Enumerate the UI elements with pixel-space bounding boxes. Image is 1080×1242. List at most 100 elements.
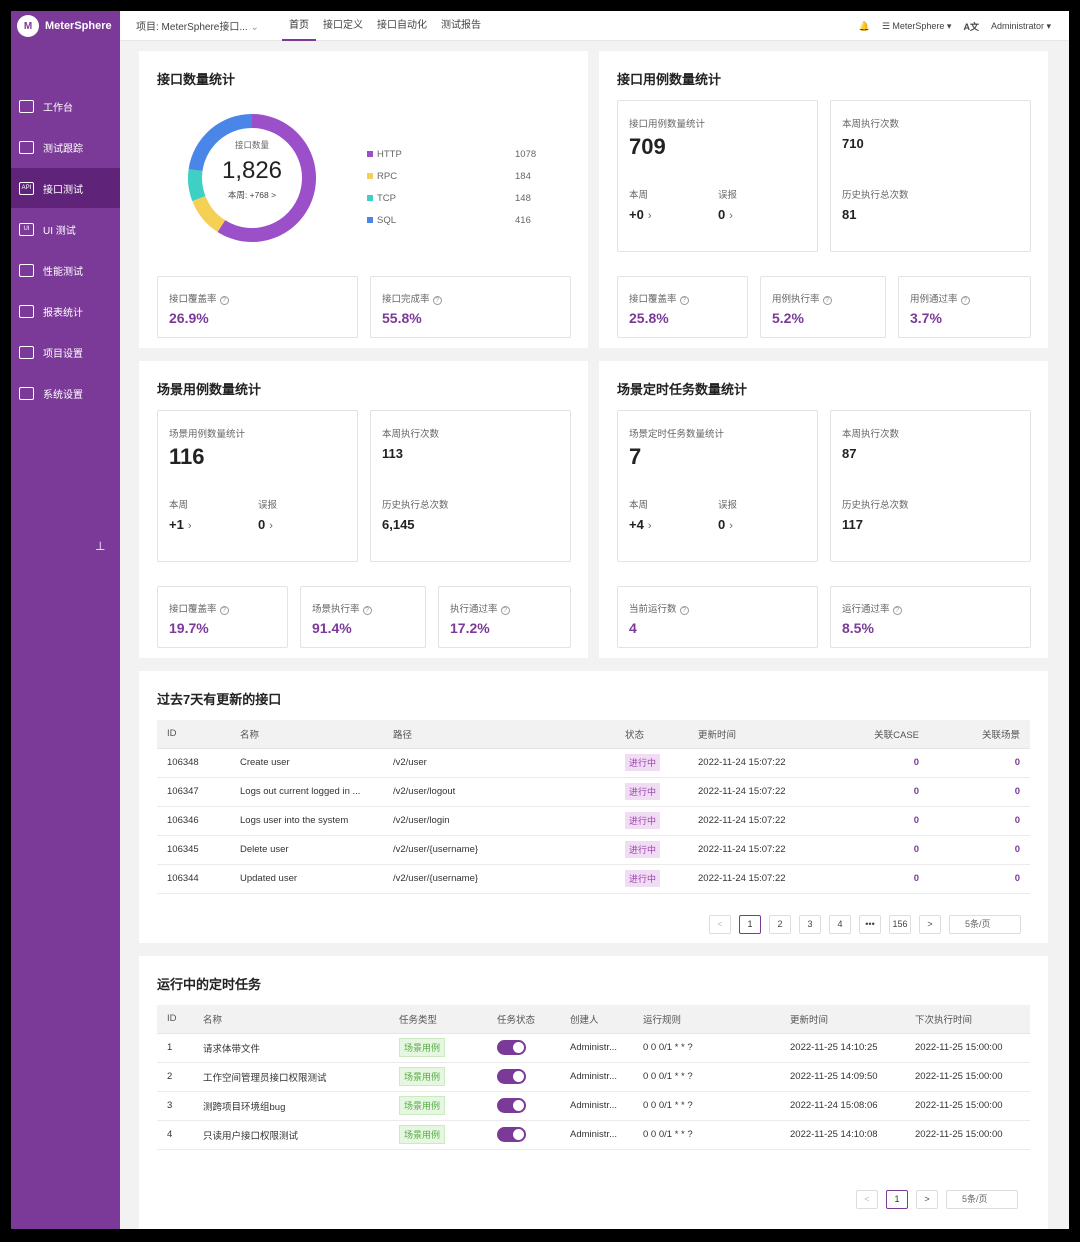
chevron-down-icon: ⌄	[250, 22, 259, 33]
help-icon[interactable]: ?	[500, 606, 510, 615]
sidebar-item-5[interactable]: 性能测试	[11, 250, 120, 290]
table-row[interactable]: 4 只读用户接口权限测试 场景用例 Administr... 0 0 0/1 * * ?…	[157, 1120, 1030, 1150]
tab-3[interactable]: 接口自动化	[377, 19, 427, 31]
donut-week-link[interactable]: 本周: +768 >	[227, 190, 277, 200]
help-icon[interactable]: ?	[960, 296, 970, 305]
count-link[interactable]: 0	[913, 815, 919, 826]
help-icon[interactable]: ?	[362, 606, 372, 615]
coverage-label: 接口覆盖率	[169, 604, 217, 615]
table-cell: 0	[929, 806, 1030, 836]
case-exec-rate-box: 用例执行率? 5.2%	[760, 276, 886, 338]
table-row[interactable]: 3 测跨项目环境组bug 场景用例 Administr... 0 0 0/1 * * ?…	[157, 1091, 1030, 1121]
bug-link[interactable]: 0 ›	[718, 207, 733, 222]
updated-apis-table: ID 名称 路径 状态 更新时间 关联CASE 关联场景 106348 Create user /…	[157, 720, 1030, 894]
count-link[interactable]: 0	[1014, 844, 1020, 855]
page-button[interactable]: 4	[829, 915, 851, 934]
task-status-toggle[interactable]	[497, 1098, 526, 1113]
count-link[interactable]: 0	[913, 873, 919, 884]
page-size-select[interactable]: 5条/页	[949, 915, 1021, 934]
help-icon[interactable]: ?	[679, 606, 689, 615]
page-button[interactable]: 3	[799, 915, 821, 934]
help-icon[interactable]: ?	[892, 606, 902, 615]
tab-4[interactable]: 测试报告	[441, 19, 481, 31]
table-cell: 2022-11-25 15:00:00	[905, 1062, 1030, 1092]
tab-2[interactable]: 接口定义	[323, 19, 363, 31]
coverage-value: 26.9%	[169, 310, 209, 326]
page-button[interactable]: 2	[769, 915, 791, 934]
donut-center: 接口数量 1,826 本周: +768 >	[177, 139, 327, 201]
sidebar-item-4[interactable]: UI UI 测试	[11, 209, 120, 249]
help-icon[interactable]: ?	[822, 296, 832, 305]
help-icon[interactable]: ?	[679, 296, 689, 305]
prev-page-button[interactable]: <	[856, 1190, 878, 1209]
donut-slice-http[interactable]	[217, 114, 316, 243]
sidebar-item-7[interactable]: 项目设置	[11, 332, 120, 372]
task-status-toggle[interactable]	[497, 1127, 526, 1142]
table-row[interactable]: 106345 Delete user/v2/user/{username} 进行中 2…	[157, 835, 1030, 865]
help-icon[interactable]: ?	[219, 296, 229, 305]
logo-icon: M	[17, 15, 39, 37]
table-row[interactable]: 1 请求体带文件 场景用例 Administr... 0 0 0/1 * * ? 2022…	[157, 1033, 1030, 1063]
language-icon[interactable]: A文	[963, 21, 979, 32]
week-link[interactable]: +4 ›	[629, 517, 652, 532]
count-link[interactable]: 0	[1014, 786, 1020, 797]
exec-total-value: 81	[842, 207, 857, 222]
sidebar-item-8[interactable]: 系统设置	[11, 373, 120, 413]
count-link[interactable]: 0	[1014, 873, 1020, 884]
prev-page-button[interactable]: <	[709, 915, 731, 934]
bug-link[interactable]: 0 ›	[718, 517, 733, 532]
pin-icon[interactable]: ⊥	[95, 539, 106, 553]
page-size-select[interactable]: 5条/页	[946, 1190, 1018, 1209]
donut-slice-rpc[interactable]	[192, 196, 226, 232]
table-cell: 2022-11-25 14:10:25	[780, 1033, 905, 1063]
table-row[interactable]: 106346 Logs user into the system/v2/user/…	[157, 806, 1030, 836]
table-cell: 场景用例	[389, 1120, 487, 1150]
sidebar-item-2[interactable]: 测试跟踪	[11, 127, 120, 167]
page-button[interactable]: 1	[886, 1190, 908, 1209]
table-row[interactable]: 2 工作空间管理员接口权限测试 场景用例 Administr... 0 0 0/1 * …	[157, 1062, 1030, 1092]
count-link[interactable]: 0	[1014, 757, 1020, 768]
user-menu[interactable]: Administrator ▾	[990, 20, 1051, 31]
bug-value: 0	[718, 207, 726, 222]
column-header: 任务状态	[487, 1005, 560, 1034]
workspace-selector[interactable]: ☰ MeterSphere ▾	[881, 20, 952, 31]
table-row[interactable]: 106348 Create user/v2/user 进行中 2022-11-24 1…	[157, 748, 1030, 778]
count-link[interactable]: 0	[913, 757, 919, 768]
tab-1[interactable]: 首页	[282, 11, 316, 41]
bell-icon[interactable]: 🔔	[858, 20, 870, 31]
table-row[interactable]: 106347 Logs out current logged in .../v2/…	[157, 777, 1030, 807]
donut-slice-sql[interactable]	[188, 114, 252, 172]
table-cell: 0	[828, 864, 929, 894]
donut-slice-tcp[interactable]	[188, 169, 206, 202]
next-page-button[interactable]: >	[916, 1190, 938, 1209]
page-button[interactable]: 1	[739, 915, 761, 934]
week-link[interactable]: +0 ›	[629, 207, 652, 222]
bug-link[interactable]: 0 ›	[258, 517, 273, 532]
legend-item: HTTP 1078	[367, 149, 537, 160]
app-logo[interactable]: M MeterSphere	[11, 11, 120, 41]
top-right-tools: 🔔 ☰ MeterSphere ▾ A文 Administrator ▾	[859, 11, 1051, 41]
sidebar-item-1[interactable]: 工作台	[11, 86, 120, 126]
task-status-toggle[interactable]	[497, 1040, 526, 1055]
week-link[interactable]: +1 ›	[169, 517, 192, 532]
count-link[interactable]: 0	[913, 844, 919, 855]
count-link[interactable]: 0	[1014, 815, 1020, 826]
next-page-button[interactable]: >	[919, 915, 941, 934]
count-link[interactable]: 0	[913, 786, 919, 797]
table-cell: 106348	[157, 748, 230, 778]
task-status-toggle[interactable]	[497, 1069, 526, 1084]
sidebar-item-6[interactable]: 报表统计	[11, 291, 120, 331]
sidebar-item-3[interactable]: API 接口测试	[11, 168, 120, 208]
table-cell: 0	[929, 864, 1030, 894]
page-button[interactable]: •••	[859, 915, 881, 934]
table-cell: /v2/user/{username}	[383, 864, 615, 894]
table-row[interactable]: 106344 Updated user/v2/user/{username} 进行中…	[157, 864, 1030, 894]
page-button[interactable]: 156	[889, 915, 911, 934]
project-selector[interactable]: 项目: MeterSphere接口... ⌄	[120, 18, 282, 33]
help-icon[interactable]: ?	[219, 606, 229, 615]
scenario-pass-box: 执行通过率? 17.2%	[438, 586, 571, 648]
table-cell: Logs user into the system	[230, 806, 383, 836]
help-icon[interactable]: ?	[432, 296, 442, 305]
run-pass-box: 运行通过率? 8.5%	[830, 586, 1031, 648]
folder-icon	[19, 345, 34, 359]
